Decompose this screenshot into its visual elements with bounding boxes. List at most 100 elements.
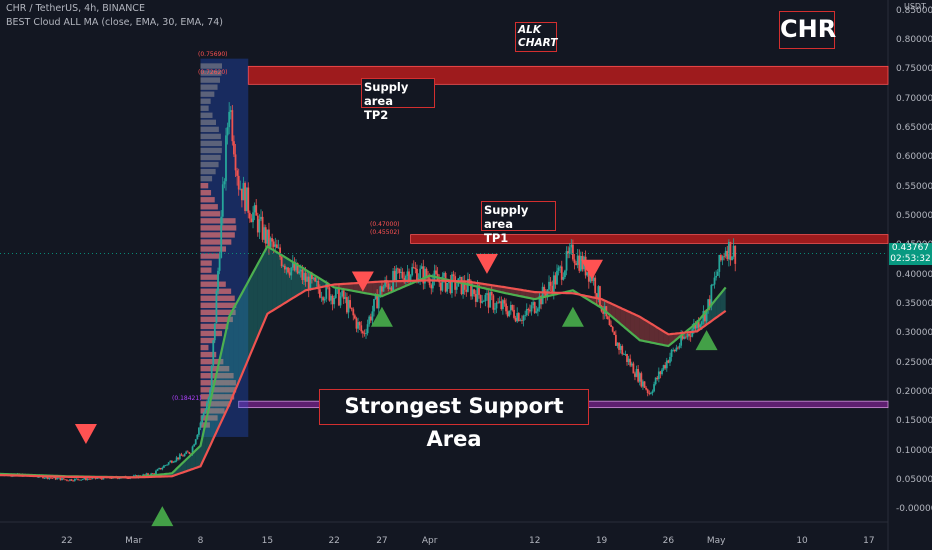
candle-body xyxy=(199,422,202,428)
candle-body xyxy=(312,277,315,279)
candle-body xyxy=(54,477,57,480)
candle-body xyxy=(342,290,345,299)
time-tick-label: 8 xyxy=(197,536,204,546)
ema-cloud-segment xyxy=(634,314,640,341)
symbol-title[interactable]: CHR / TetherUS, 4h, BINANCE xyxy=(6,3,145,14)
volume-profile-bar xyxy=(200,190,212,196)
volume-profile-bar xyxy=(200,246,227,252)
buy-signal-arrow xyxy=(370,306,393,327)
candle-body xyxy=(320,297,323,299)
candle-body xyxy=(346,297,348,313)
candle-body xyxy=(455,286,458,290)
ema-cloud-segment xyxy=(353,282,359,292)
candle-body xyxy=(565,251,568,271)
candle-body xyxy=(536,308,539,312)
candle-body xyxy=(301,269,304,281)
volume-profile-bar xyxy=(200,274,220,280)
candle-body xyxy=(586,272,589,276)
candle-body xyxy=(355,318,358,329)
candle-body xyxy=(716,271,719,276)
candle-body xyxy=(62,478,65,480)
ema-cloud-segment xyxy=(615,305,621,325)
ema-cloud-segment xyxy=(195,445,201,468)
candle-body xyxy=(621,345,624,355)
candle-body xyxy=(387,283,390,289)
candle-body xyxy=(494,308,496,310)
candle-body xyxy=(89,478,92,480)
volume-profile-bar xyxy=(200,105,209,111)
last-price-tag[interactable]: 0.43767 02:53:32 xyxy=(889,242,932,265)
volume-profile-bar xyxy=(200,330,223,337)
support-area-label: Strongest Support Area xyxy=(319,389,589,451)
candle-body xyxy=(463,280,466,290)
candle-body xyxy=(279,247,281,257)
candle-body xyxy=(353,315,356,319)
alk-label-line2: CHART xyxy=(518,37,558,49)
candle-body xyxy=(65,479,68,481)
price-tick-label: 0.15000 xyxy=(896,416,932,427)
price-tick-label: 0.25000 xyxy=(896,357,932,368)
candle-body xyxy=(183,453,186,457)
candle-body xyxy=(218,257,221,271)
candle-body xyxy=(209,390,211,398)
candle-body xyxy=(277,247,280,249)
candle-body xyxy=(295,262,297,271)
candle-body xyxy=(482,301,485,302)
candle-body xyxy=(549,281,552,286)
candle-body xyxy=(444,273,447,292)
candle-body xyxy=(303,273,305,281)
candle-body xyxy=(578,255,581,271)
candle-body xyxy=(562,277,565,280)
candle-body xyxy=(361,331,364,334)
candle-body xyxy=(556,270,558,285)
sell-signal-arrow xyxy=(475,253,498,274)
candle-body xyxy=(56,478,59,480)
candle-body xyxy=(611,326,614,332)
volume-profile-bar xyxy=(200,309,236,316)
tp2-label-line1: Supply area xyxy=(364,80,409,108)
volume-profile-bar xyxy=(200,77,221,83)
candle-body xyxy=(589,273,592,282)
ema-cloud-segment xyxy=(620,307,626,329)
indicator-legend[interactable]: BEST Cloud ALL MA (close, EMA, 30, EMA, … xyxy=(6,17,223,28)
price-tick-label: 0.40000 xyxy=(896,269,932,280)
alk-chart-label: ALK CHART xyxy=(515,22,557,52)
candle-body xyxy=(333,297,336,305)
candle-body xyxy=(376,294,379,309)
price-tick-label: 0.30000 xyxy=(896,328,932,339)
candle-body xyxy=(465,289,468,292)
ema-cloud-segment xyxy=(262,246,268,326)
candle-body xyxy=(732,245,735,257)
volume-profile-bar xyxy=(200,204,218,210)
candle-body xyxy=(250,218,253,223)
candle-body xyxy=(156,469,159,471)
volume-profile-bar xyxy=(200,98,211,104)
candle-body xyxy=(503,300,506,304)
candle-body xyxy=(374,294,377,300)
candle-body xyxy=(409,275,412,282)
candle-body xyxy=(721,256,724,261)
candle-body xyxy=(541,286,544,305)
candle-body xyxy=(37,476,40,478)
price-tick-label: 0.10000 xyxy=(896,445,932,456)
candle-body xyxy=(498,301,501,303)
sell-signal-arrow xyxy=(74,424,97,445)
candle-body xyxy=(664,365,667,369)
ema-cloud-segment xyxy=(257,255,263,337)
candle-body xyxy=(349,300,352,308)
volume-profile-bar xyxy=(200,337,215,344)
candle-body xyxy=(244,183,246,212)
time-tick-label: 19 xyxy=(595,536,608,546)
time-tick-label: 26 xyxy=(662,536,675,546)
candle-body xyxy=(252,212,254,223)
candle-body xyxy=(661,369,663,375)
bar-countdown: 02:53:32 xyxy=(890,253,931,264)
volume-profile-bar xyxy=(200,91,215,97)
candle-body xyxy=(217,270,219,291)
tp1-label-line1: Supply area xyxy=(484,203,529,231)
volume-profile-bar xyxy=(200,415,218,421)
candle-body xyxy=(643,381,646,388)
ema-cloud-segment xyxy=(276,252,282,308)
